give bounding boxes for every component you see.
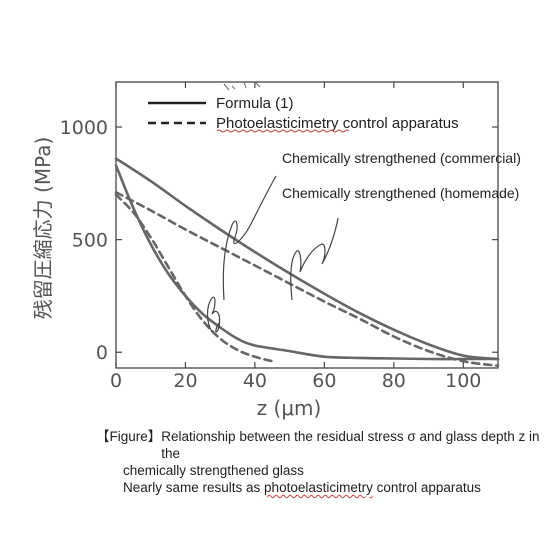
caption-line-3-pre: Nearly same results as [123, 480, 265, 495]
annotation-commercial: Chemically strengthened (commercial) [282, 150, 521, 166]
annotation-homemade: Chemically strengthened (homemade) [282, 185, 519, 201]
y-axis-title: 残留圧縮応力 (MPa) [31, 137, 55, 320]
series-line-1 [114, 157, 500, 361]
lower-curve-squiggle [206, 296, 221, 333]
x-tick-label: 40 [243, 370, 267, 392]
series-line-2 [114, 191, 500, 367]
y-tick-label: 0 [96, 342, 108, 364]
top-axis-marks [223, 81, 261, 91]
caption-line-2: chemically strengthened glass [123, 463, 304, 478]
series-line-4 [114, 193, 274, 363]
x-tick-label: 60 [312, 370, 336, 392]
caption-line-1: Relationship between the residual stress… [161, 429, 540, 461]
homemade-pointer-stroke [290, 217, 339, 301]
plot-area-frame [115, 81, 499, 369]
y-tick-label: 1000 [60, 117, 108, 139]
x-tick-label: 0 [110, 370, 122, 392]
x-tick-label: 80 [382, 370, 406, 392]
legend-label-2: Photoelasticimetry control apparatus [216, 115, 459, 132]
x-tick-label: 100 [445, 370, 481, 392]
legend-squiggle [216, 129, 350, 133]
caption-lead: 【Figure】 [96, 429, 162, 444]
y-tick-label: 500 [72, 230, 108, 252]
x-tick-label: 20 [173, 370, 197, 392]
commercial-pointer-stroke [222, 175, 277, 301]
legend-label-1: Formula (1) [216, 95, 294, 112]
caption-line-3-post: control apparatus [372, 480, 481, 495]
series-line-3 [114, 164, 500, 361]
caption-line-3-term: photoelasticimetry [264, 480, 373, 495]
caption-line-3: Nearly same results as photoelasticimetr… [96, 479, 546, 496]
figure-caption: 【Figure】 Relationship between the residu… [96, 428, 546, 496]
x-axis-title: z (μm) [257, 396, 322, 420]
